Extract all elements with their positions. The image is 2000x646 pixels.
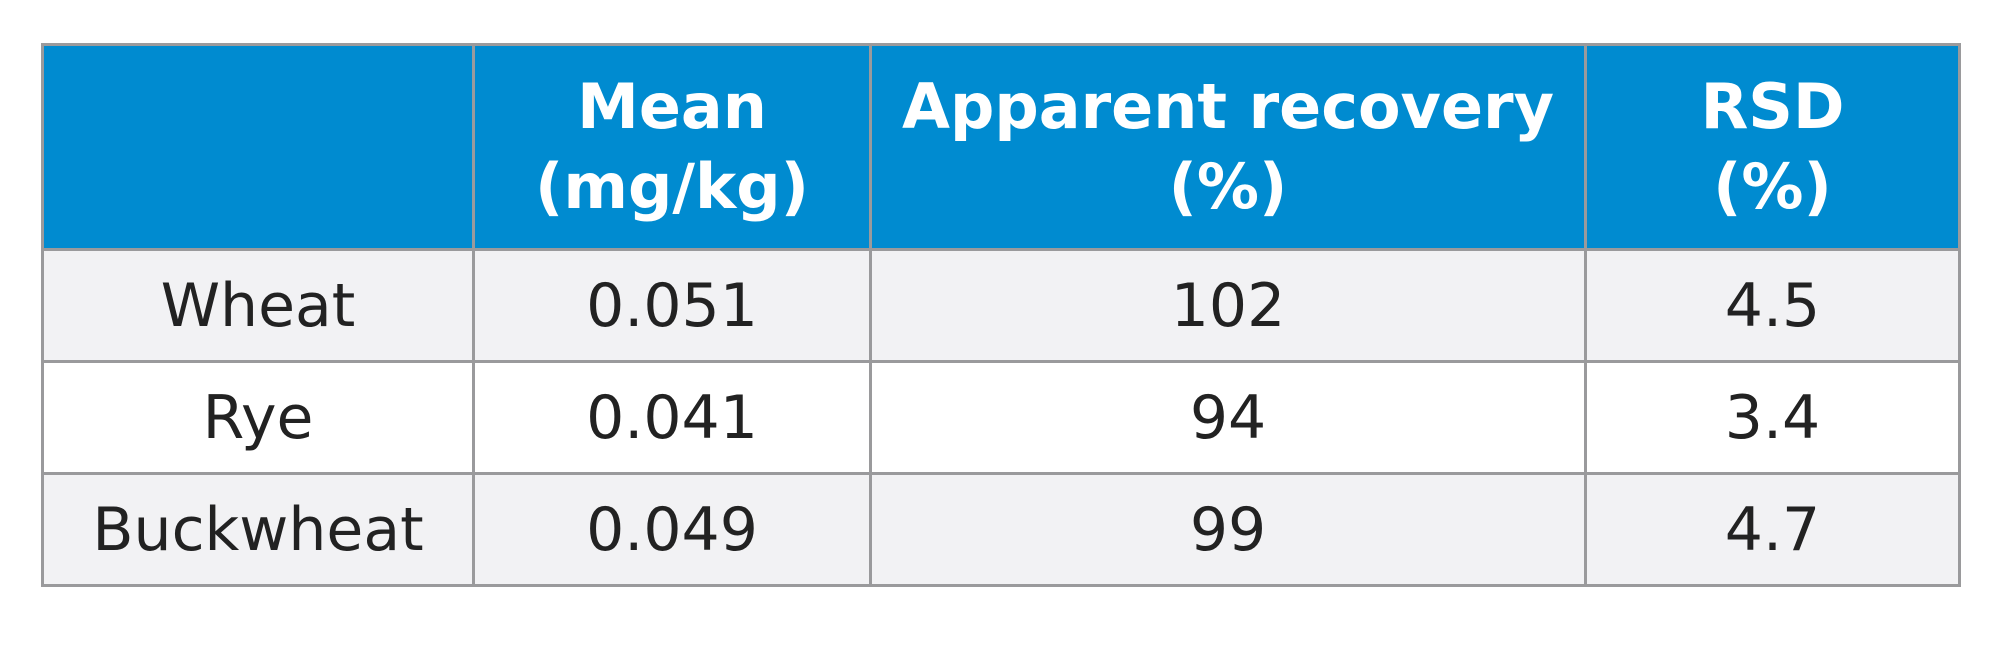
header-text: Apparent recovery [902,70,1554,143]
table-cell: 4.7 [1584,472,1961,587]
table-cell: 0.041 [472,360,872,475]
header-row: Mean (mg/kg) Apparent recovery (%) RSD (%) [41,43,1961,251]
table-cell: 94 [869,360,1587,475]
header-text: Mean [577,70,767,143]
header-text: (mg/kg) [535,150,809,223]
table-body: Wheat 0.051 102 4.5 Rye 0.041 94 3.4 Buckwheat 0.… [41,248,1961,587]
table-row: Rye 0.041 94 3.4 [41,360,1961,475]
table-cell: 3.4 [1584,360,1961,475]
header-cell: Apparent recovery (%) [869,43,1587,251]
table-cell: 99 [869,472,1587,587]
header-text: (%) [1713,150,1832,223]
row-label: Wheat [41,248,475,363]
row-label: Buckwheat [41,472,475,587]
results-table: Mean (mg/kg) Apparent recovery (%) RSD (%) … [41,43,1961,587]
table-cell: 102 [869,248,1587,363]
header-cell [41,43,475,251]
table-cell: 0.049 [472,472,872,587]
header-text: (%) [1168,150,1288,223]
table-cell: 0.051 [472,248,872,363]
table-cell: 4.5 [1584,248,1961,363]
table-row: Wheat 0.051 102 4.5 [41,248,1961,363]
header-cell: Mean (mg/kg) [472,43,872,251]
header-text: RSD [1700,70,1845,143]
row-label: Rye [41,360,475,475]
header-cell: RSD (%) [1584,43,1961,251]
table-row: Buckwheat 0.049 99 4.7 [41,472,1961,587]
